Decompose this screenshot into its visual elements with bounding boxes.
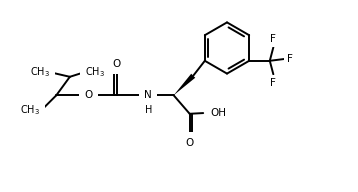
Text: O: O	[84, 90, 92, 100]
Text: O: O	[185, 138, 194, 148]
Text: F: F	[270, 34, 276, 44]
Text: F: F	[287, 54, 293, 64]
Text: O: O	[113, 59, 121, 69]
Text: F: F	[270, 78, 276, 88]
Text: CH$_3$: CH$_3$	[30, 66, 50, 79]
Text: OH: OH	[210, 108, 226, 118]
Text: N: N	[144, 90, 151, 100]
Text: CH$_3$: CH$_3$	[85, 66, 105, 79]
Polygon shape	[174, 74, 195, 95]
Text: CH$_3$: CH$_3$	[20, 103, 40, 117]
Text: H: H	[145, 105, 152, 115]
